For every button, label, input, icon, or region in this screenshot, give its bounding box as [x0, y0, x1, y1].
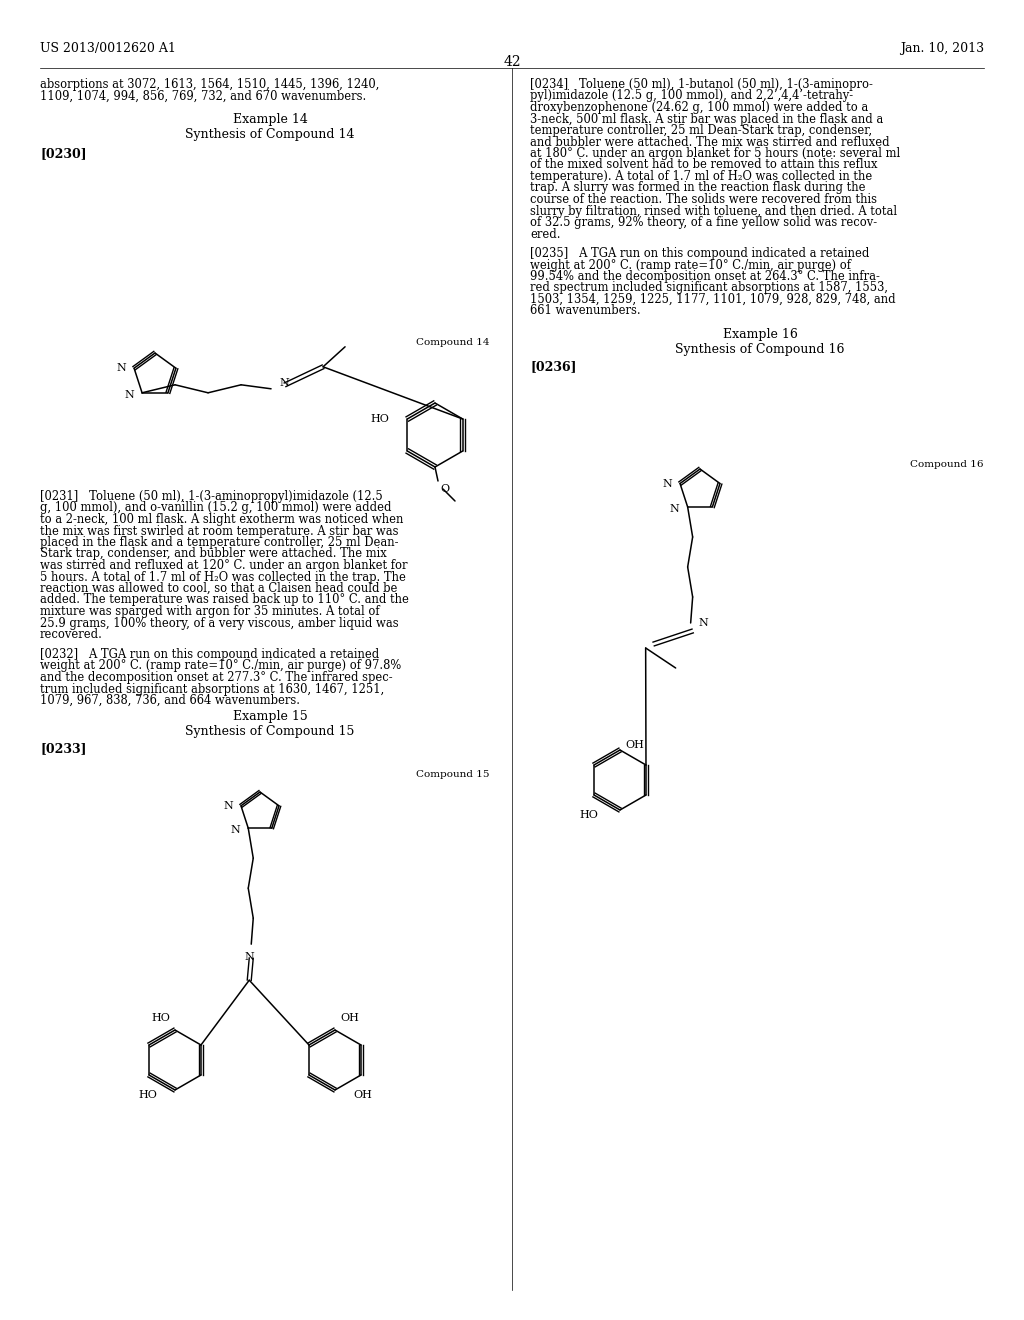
- Text: at 180° C. under an argon blanket for 5 hours (note: several ml: at 180° C. under an argon blanket for 5 …: [530, 147, 900, 160]
- Text: trum included significant absorptions at 1630, 1467, 1251,: trum included significant absorptions at…: [40, 682, 384, 696]
- Text: Compound 16: Compound 16: [910, 459, 984, 469]
- Text: O: O: [440, 484, 450, 494]
- Text: N: N: [663, 479, 672, 488]
- Text: [0233]: [0233]: [40, 742, 86, 755]
- Text: N: N: [698, 618, 709, 628]
- Text: temperature controller, 25 ml Dean-Stark trap, condenser,: temperature controller, 25 ml Dean-Stark…: [530, 124, 872, 137]
- Text: temperature). A total of 1.7 ml of H₂O was collected in the: temperature). A total of 1.7 ml of H₂O w…: [530, 170, 872, 183]
- Text: 1503, 1354, 1259, 1225, 1177, 1101, 1079, 928, 829, 748, and: 1503, 1354, 1259, 1225, 1177, 1101, 1079…: [530, 293, 896, 306]
- Text: Stark trap, condenser, and bubbler were attached. The mix: Stark trap, condenser, and bubbler were …: [40, 548, 387, 561]
- Text: [0235]   A TGA run on this compound indicated a retained: [0235] A TGA run on this compound indica…: [530, 247, 869, 260]
- Text: N: N: [124, 389, 134, 400]
- Text: 5 hours. A total of 1.7 ml of H₂O was collected in the trap. The: 5 hours. A total of 1.7 ml of H₂O was co…: [40, 570, 406, 583]
- Text: Synthesis of Compound 16: Synthesis of Compound 16: [675, 343, 845, 356]
- Text: OH: OH: [353, 1090, 372, 1100]
- Text: Compound 14: Compound 14: [417, 338, 490, 347]
- Text: of 32.5 grams, 92% theory, of a fine yellow solid was recov-: of 32.5 grams, 92% theory, of a fine yel…: [530, 216, 878, 228]
- Text: N: N: [230, 825, 241, 836]
- Text: g, 100 mmol), and o-vanillin (15.2 g, 100 mmol) were added: g, 100 mmol), and o-vanillin (15.2 g, 10…: [40, 502, 391, 515]
- Text: red spectrum included significant absorptions at 1587, 1553,: red spectrum included significant absorp…: [530, 281, 888, 294]
- Text: [0231]   Toluene (50 ml), 1-(3-aminopropyl)imidazole (12.5: [0231] Toluene (50 ml), 1-(3-aminopropyl…: [40, 490, 383, 503]
- Text: placed in the flask and a temperature controller, 25 ml Dean-: placed in the flask and a temperature co…: [40, 536, 398, 549]
- Text: OH: OH: [625, 741, 644, 750]
- Text: weight at 200° C. (ramp rate=10° C./min, air purge) of: weight at 200° C. (ramp rate=10° C./min,…: [530, 259, 851, 272]
- Text: the mix was first swirled at room temperature. A stir bar was: the mix was first swirled at room temper…: [40, 524, 398, 537]
- Text: of the mixed solvent had to be removed to attain this reflux: of the mixed solvent had to be removed t…: [530, 158, 878, 172]
- Text: 42: 42: [503, 55, 521, 69]
- Text: [0234]   Toluene (50 ml), 1-butanol (50 ml), 1-(3-aminopro-: [0234] Toluene (50 ml), 1-butanol (50 ml…: [530, 78, 872, 91]
- Text: pyl)imidazole (12.5 g, 100 mmol), and 2,2’,4,4’-tetrahy-: pyl)imidazole (12.5 g, 100 mmol), and 2,…: [530, 90, 853, 103]
- Text: Jan. 10, 2013: Jan. 10, 2013: [900, 42, 984, 55]
- Text: Example 15: Example 15: [232, 710, 307, 723]
- Text: N: N: [245, 952, 254, 962]
- Text: 99.54% and the decomposition onset at 264.3° C. The infra-: 99.54% and the decomposition onset at 26…: [530, 271, 880, 282]
- Text: Synthesis of Compound 15: Synthesis of Compound 15: [185, 725, 354, 738]
- Text: trap. A slurry was formed in the reaction flask during the: trap. A slurry was formed in the reactio…: [530, 181, 865, 194]
- Text: was stirred and refluxed at 120° C. under an argon blanket for: was stirred and refluxed at 120° C. unde…: [40, 558, 408, 572]
- Text: N: N: [280, 378, 289, 388]
- Text: Compound 15: Compound 15: [417, 770, 490, 779]
- Text: 1079, 967, 838, 736, and 664 wavenumbers.: 1079, 967, 838, 736, and 664 wavenumbers…: [40, 694, 300, 708]
- Text: HO: HO: [371, 414, 389, 424]
- Text: 25.9 grams, 100% theory, of a very viscous, amber liquid was: 25.9 grams, 100% theory, of a very visco…: [40, 616, 398, 630]
- Text: Example 16: Example 16: [723, 327, 798, 341]
- Text: [0232]   A TGA run on this compound indicated a retained: [0232] A TGA run on this compound indica…: [40, 648, 379, 661]
- Text: ered.: ered.: [530, 227, 560, 240]
- Text: N: N: [223, 801, 233, 810]
- Text: Example 14: Example 14: [232, 114, 307, 125]
- Text: slurry by filtration, rinsed with toluene, and then dried. A total: slurry by filtration, rinsed with toluen…: [530, 205, 897, 218]
- Text: Synthesis of Compound 14: Synthesis of Compound 14: [185, 128, 354, 141]
- Text: reaction was allowed to cool, so that a Claisen head could be: reaction was allowed to cool, so that a …: [40, 582, 397, 595]
- Text: and bubbler were attached. The mix was stirred and refluxed: and bubbler were attached. The mix was s…: [530, 136, 890, 149]
- Text: [0230]: [0230]: [40, 147, 87, 160]
- Text: recovered.: recovered.: [40, 628, 102, 642]
- Text: absorptions at 3072, 1613, 1564, 1510, 1445, 1396, 1240,: absorptions at 3072, 1613, 1564, 1510, 1…: [40, 78, 379, 91]
- Text: 3-neck, 500 ml flask. A stir bar was placed in the flask and a: 3-neck, 500 ml flask. A stir bar was pla…: [530, 112, 884, 125]
- Text: added. The temperature was raised back up to 110° C. and the: added. The temperature was raised back u…: [40, 594, 409, 606]
- Text: N: N: [670, 504, 680, 513]
- Text: HO: HO: [152, 1012, 170, 1023]
- Text: droxybenzophenone (24.62 g, 100 mmol) were added to a: droxybenzophenone (24.62 g, 100 mmol) we…: [530, 102, 868, 114]
- Text: US 2013/0012620 A1: US 2013/0012620 A1: [40, 42, 176, 55]
- Text: 661 wavenumbers.: 661 wavenumbers.: [530, 305, 641, 318]
- Text: [0236]: [0236]: [530, 360, 577, 374]
- Text: 1109, 1074, 994, 856, 769, 732, and 670 wavenumbers.: 1109, 1074, 994, 856, 769, 732, and 670 …: [40, 90, 367, 103]
- Text: weight at 200° C. (ramp rate=10° C./min, air purge) of 97.8%: weight at 200° C. (ramp rate=10° C./min,…: [40, 660, 401, 672]
- Text: N: N: [117, 363, 126, 374]
- Text: HO: HO: [580, 810, 598, 820]
- Text: OH: OH: [340, 1012, 358, 1023]
- Text: to a 2-neck, 100 ml flask. A slight exotherm was noticed when: to a 2-neck, 100 ml flask. A slight exot…: [40, 513, 403, 525]
- Text: mixture was sparged with argon for 35 minutes. A total of: mixture was sparged with argon for 35 mi…: [40, 605, 380, 618]
- Text: HO: HO: [138, 1090, 157, 1100]
- Text: course of the reaction. The solids were recovered from this: course of the reaction. The solids were …: [530, 193, 877, 206]
- Text: and the decomposition onset at 277.3° C. The infrared spec-: and the decomposition onset at 277.3° C.…: [40, 671, 392, 684]
